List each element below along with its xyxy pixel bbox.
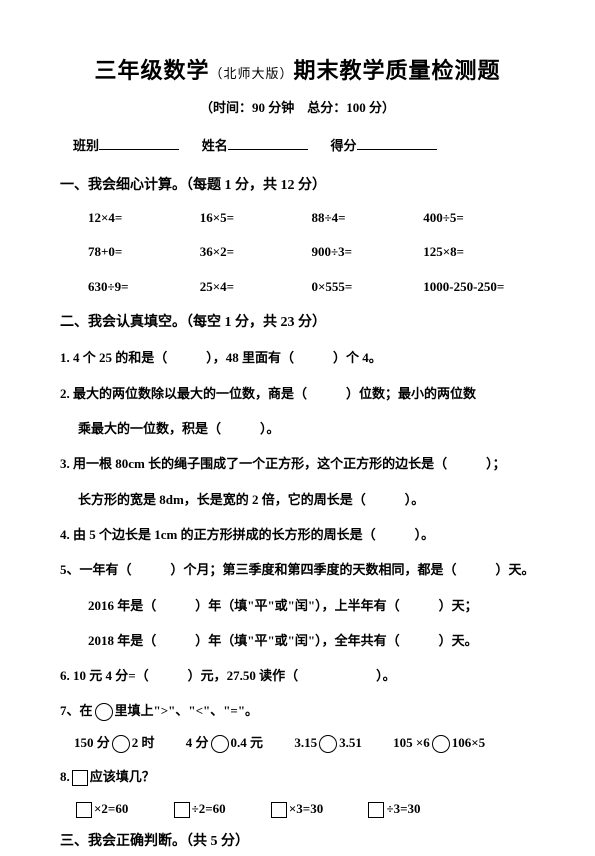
q2a: 2. 最大的两位数除以最大的一位数，商是（ ）位数；最小的两位数	[60, 380, 535, 407]
eq: ×3=30	[289, 801, 323, 816]
q2b: 乘最大的一位数，积是（ ）。	[60, 415, 535, 442]
title-edition: （北师大版）	[209, 66, 293, 81]
square-icon	[368, 802, 384, 818]
cmp-a: 4 分	[186, 735, 209, 750]
class-blank	[99, 137, 179, 150]
cmp-b: 3.51	[339, 735, 362, 750]
cmp-b: 0.4 元	[231, 735, 264, 750]
q5c: 2018 年是（ ）年（填"平"或"闰"），全年共有（ ）天。	[60, 627, 535, 654]
score-blank	[357, 137, 437, 150]
cmp-b: 106×5	[452, 735, 485, 750]
section3-head: 三、我会正确判断。（共 5 分）	[60, 829, 535, 856]
q5b: 2016 年是（ ）年（填"平"或"闰"），上半年有（ ）天；	[60, 592, 535, 619]
calc-cell: 88÷4=	[312, 206, 424, 231]
eq: ÷2=60	[192, 801, 226, 816]
square-icon	[72, 770, 88, 786]
square-icon	[271, 802, 287, 818]
title-main2: 期末教学质量检测题	[294, 58, 501, 83]
eq: ÷3=30	[386, 801, 420, 816]
circle-icon	[319, 735, 337, 753]
calc-grid: 12×4= 16×5= 88÷4= 400÷5= 78+0= 36×2= 900…	[60, 206, 535, 300]
class-label: 班别	[73, 138, 99, 153]
title-main1: 三年级数学	[94, 58, 209, 83]
subtitle: （时间：90 分钟 总分：100 分）	[60, 96, 535, 121]
calc-cell: 0×555=	[312, 275, 424, 300]
square-icon	[76, 802, 92, 818]
circle-icon	[112, 735, 130, 753]
eq: ×2=60	[94, 801, 128, 816]
q6: 6. 10 元 4 分=（ ）元，27.50 读作（ ）。	[60, 662, 535, 689]
q7-tail: 里填上">"、"<"、"="。	[115, 703, 259, 718]
calc-cell: 400÷5=	[423, 206, 535, 231]
q8-row: ×2=60 ÷2=60 ×3=30 ÷3=30	[60, 797, 535, 822]
calc-cell: 36×2=	[200, 240, 312, 265]
q7: 7、在 里填上">"、"<"、"="。	[60, 697, 535, 724]
calc-cell: 16×5=	[200, 206, 312, 231]
circle-icon	[95, 703, 113, 721]
calc-cell: 1000-250-250=	[423, 275, 535, 300]
q4: 4. 由 5 个边长是 1cm 的正方形拼成的长方形的周长是（ ）。	[60, 521, 535, 548]
q7-row: 150 分 2 时 4 分 0.4 元 3.15 3.51 105 ×6 106×5	[60, 731, 535, 756]
calc-cell: 12×4=	[88, 206, 200, 231]
page-title: 三年级数学（北师大版）期末教学质量检测题	[60, 50, 535, 92]
q1: 1. 4 个 25 的和是（ ），48 里面有（ ）个 4。	[60, 344, 535, 371]
cmp-a: 105 ×6	[393, 735, 430, 750]
calc-cell: 25×4=	[200, 275, 312, 300]
q8-head: 8.	[60, 769, 70, 784]
name-label: 姓名	[202, 138, 228, 153]
q7-head: 7、在	[60, 703, 93, 718]
square-icon	[174, 802, 190, 818]
score-label: 得分	[331, 138, 357, 153]
q8: 8. 应该填几？	[60, 763, 535, 790]
circle-icon	[211, 735, 229, 753]
section1-head: 一、我会细心计算。（每题 1 分，共 12 分）	[60, 173, 535, 200]
calc-cell: 900÷3=	[312, 240, 424, 265]
section2-head: 二、我会认真填空。（每空 1 分，共 23 分）	[60, 310, 535, 337]
name-blank	[228, 137, 308, 150]
q3a: 3. 用一根 80cm 长的绳子围成了一个正方形，这个正方形的边长是（ ）；	[60, 450, 535, 477]
q5a: 5、一年有（ ）个月；第三季度和第四季度的天数相同，都是（ ）天。	[60, 556, 535, 583]
calc-cell: 630÷9=	[88, 275, 200, 300]
cmp-a: 150 分	[74, 735, 110, 750]
info-row: 班别 姓名 得分	[60, 134, 535, 159]
calc-cell: 78+0=	[88, 240, 200, 265]
q3b: 长方形的宽是 8dm，长是宽的 2 倍，它的周长是（ ）。	[60, 486, 535, 513]
cmp-b: 2 时	[132, 735, 155, 750]
calc-cell: 125×8=	[423, 240, 535, 265]
circle-icon	[432, 735, 450, 753]
q8-tail: 应该填几？	[90, 769, 155, 784]
cmp-a: 3.15	[294, 735, 317, 750]
